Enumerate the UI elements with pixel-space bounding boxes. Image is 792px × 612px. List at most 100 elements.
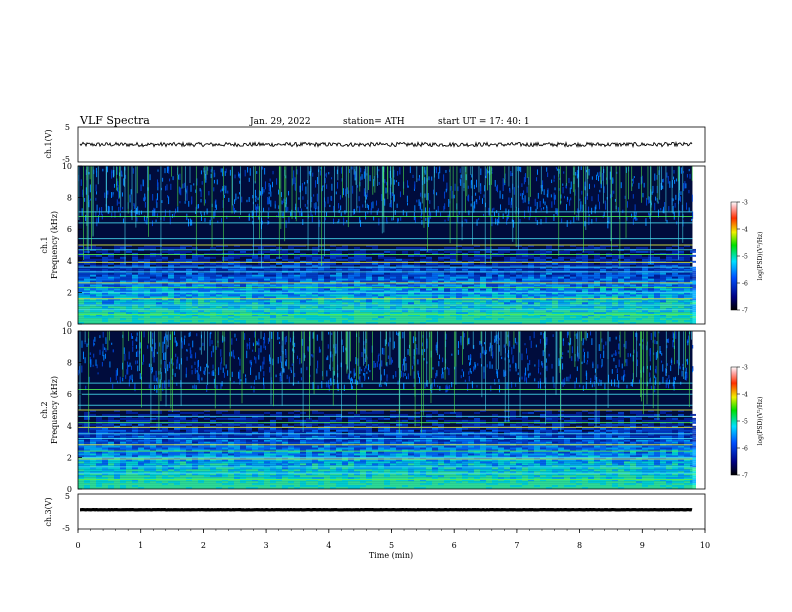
- spectro-speckle: [213, 211, 215, 219]
- spectro-cell: [408, 487, 414, 489]
- spectro-cell: [588, 318, 594, 321]
- spectro-cell: [684, 268, 690, 271]
- spectro-cell: [462, 246, 468, 249]
- spectro-cell: [168, 322, 174, 324]
- spectro-cell: [132, 322, 138, 324]
- spectro-cell: [582, 290, 588, 293]
- spectro-cell: [396, 260, 402, 263]
- spectro-cell: [510, 487, 516, 489]
- spectro-cell: [96, 294, 102, 297]
- spectro-speckle: [418, 199, 420, 207]
- spectro-cell: [630, 322, 636, 324]
- spectro-cell: [624, 300, 630, 303]
- spectro-cell: [600, 318, 606, 321]
- spectro-cell: [444, 296, 450, 299]
- spectro-cell: [432, 306, 438, 309]
- spectro-cell: [90, 254, 96, 257]
- spectro-cell: [468, 250, 474, 253]
- spectro-cell: [180, 288, 186, 291]
- spectro-cell: [294, 308, 300, 311]
- spectro-cell: [240, 262, 246, 265]
- spectro-cell: [666, 254, 672, 257]
- spectro-speckle: [82, 189, 84, 196]
- spectro-cell: [132, 258, 138, 261]
- spectro-cell: [654, 487, 660, 489]
- spectro-cell: [594, 302, 600, 305]
- spectro-cell: [354, 290, 360, 293]
- spectro-cell: [144, 256, 150, 259]
- spectro-cell: [498, 272, 504, 275]
- spectro-cell: [360, 298, 366, 301]
- spectro-cell: [168, 280, 174, 283]
- spectro-cell: [366, 300, 372, 303]
- spectro-cell: [348, 280, 354, 283]
- spectro-cell: [132, 260, 138, 263]
- spectro-cell: [480, 485, 486, 488]
- spectro-cell: [300, 302, 306, 305]
- spectro-cell: [528, 487, 534, 489]
- spectro-cell: [612, 276, 618, 279]
- spectro-cell: [204, 290, 210, 293]
- spectro-speckle: [491, 167, 493, 172]
- spectro-cell: [90, 245, 96, 247]
- spectro-cell: [138, 294, 144, 297]
- spectro-cell: [540, 322, 546, 324]
- spectro-cell: [360, 256, 366, 259]
- spectro-speckle: [85, 214, 87, 221]
- spectro-cell: [306, 258, 312, 261]
- spectro-cell: [504, 282, 510, 285]
- spectro-cell: [444, 306, 450, 309]
- spectro-cell: [420, 268, 426, 271]
- spectro-cell: [138, 278, 144, 281]
- spectro-speckle: [377, 208, 379, 212]
- spectro-cell: [606, 268, 612, 271]
- spectro-cell: [216, 284, 222, 287]
- spectro-cell: [528, 298, 534, 301]
- spectro-cell: [534, 260, 540, 263]
- spectro-cell: [114, 302, 120, 305]
- spectro-cell: [414, 296, 420, 299]
- spectro-cell: [462, 274, 468, 277]
- spectro-cell: [198, 318, 204, 321]
- spectro-cell: [264, 290, 270, 293]
- ch1-colorbar-label: log(PSD)(V²/Hz): [757, 232, 764, 281]
- spectro-cell: [336, 306, 342, 309]
- spectro-cell: [666, 278, 672, 281]
- spectro-cell: [222, 258, 228, 261]
- spectro-speckle: [553, 175, 555, 179]
- spectro-cell: [276, 288, 282, 291]
- ch1-spectro-ylabel-line1: ch.1: [40, 236, 49, 253]
- spectro-cell: [222, 296, 228, 299]
- spectro-speckle: [550, 194, 552, 198]
- spectro-cell: [90, 284, 96, 287]
- spectro-cell: [582, 314, 588, 317]
- spectro-cell: [534, 292, 540, 295]
- spectro-cell: [528, 262, 534, 265]
- spectro-cell: [234, 290, 240, 293]
- spectro-cell: [342, 318, 348, 321]
- spectro-cell: [276, 318, 282, 321]
- spectro-cell: [474, 322, 480, 324]
- spectro-cell: [162, 278, 168, 281]
- spectro-cell: [120, 312, 126, 315]
- spectro-cell: [348, 487, 354, 489]
- spectro-cell: [90, 485, 96, 488]
- spectro-cell: [528, 296, 534, 299]
- spectro-cell: [342, 316, 348, 319]
- spectro-cell: [186, 264, 192, 267]
- spectro-cell: [408, 274, 414, 277]
- spectro-cell: [198, 262, 204, 265]
- spectro-cell: [450, 276, 456, 279]
- spectro-cell: [468, 312, 474, 315]
- spectro-cell: [540, 290, 546, 293]
- spectro-cell: [630, 284, 636, 287]
- spectro-cell: [270, 266, 276, 269]
- spectro-cell: [672, 298, 678, 301]
- spectro-cell: [228, 485, 234, 488]
- spectro-speckle: [332, 218, 334, 225]
- spectro-speckle: [473, 201, 475, 207]
- spectro-cell: [474, 318, 480, 321]
- spectro-cell: [594, 272, 600, 275]
- spectro-cell: [558, 278, 564, 281]
- spectro-cell: [636, 278, 642, 281]
